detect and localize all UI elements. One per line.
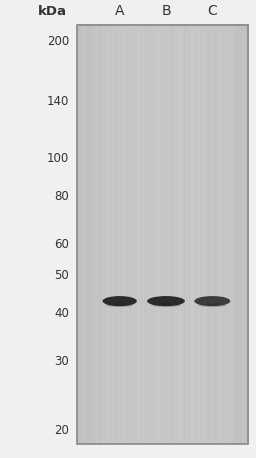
Ellipse shape <box>194 296 230 306</box>
Ellipse shape <box>198 303 227 307</box>
Ellipse shape <box>102 296 137 306</box>
Text: B: B <box>161 4 171 18</box>
Ellipse shape <box>106 303 133 307</box>
Text: 100: 100 <box>47 152 69 165</box>
Text: 20: 20 <box>54 424 69 437</box>
Text: 140: 140 <box>47 95 69 108</box>
Ellipse shape <box>151 303 181 307</box>
Text: 200: 200 <box>47 35 69 48</box>
Text: 40: 40 <box>54 307 69 320</box>
Ellipse shape <box>147 296 185 306</box>
Text: A: A <box>115 4 124 18</box>
Text: 80: 80 <box>54 190 69 202</box>
Text: 60: 60 <box>54 238 69 251</box>
Text: kDa: kDa <box>38 5 67 18</box>
Text: C: C <box>207 4 217 18</box>
Text: 50: 50 <box>54 269 69 282</box>
Text: 30: 30 <box>54 355 69 369</box>
